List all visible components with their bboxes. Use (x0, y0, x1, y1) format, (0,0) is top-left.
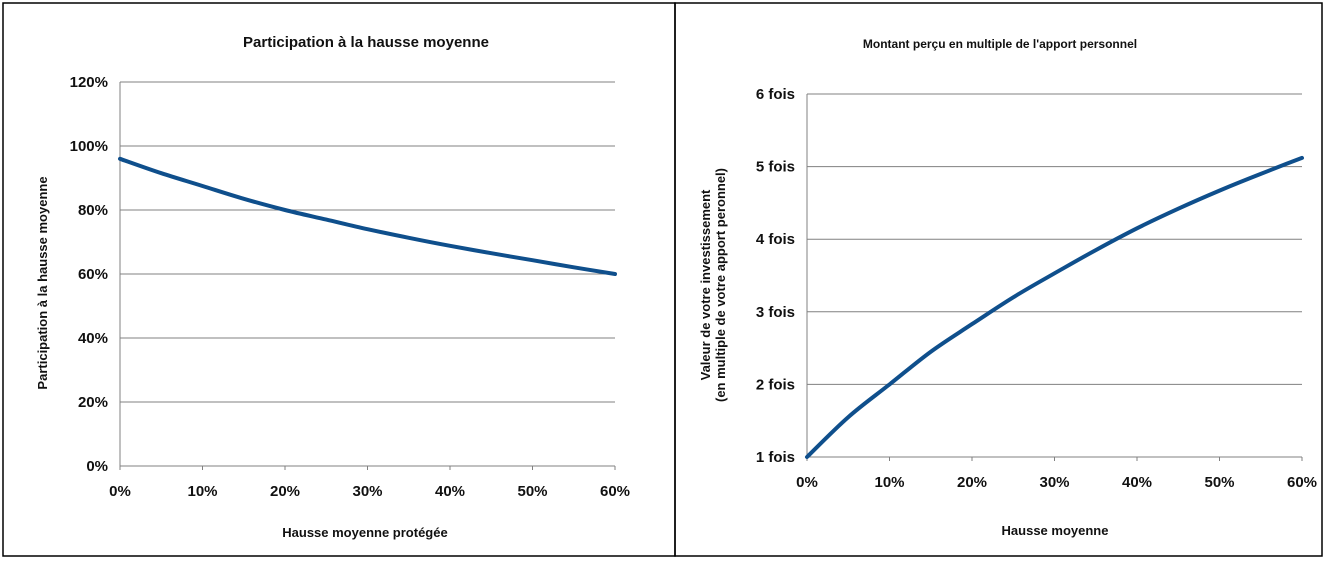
right-x-tick-label: 60% (1287, 474, 1317, 491)
right-y-tick-label: 1 fois (756, 449, 795, 466)
right-y-axis-title: Valeur de votre investissement (en multi… (698, 168, 728, 402)
left-chart-title: Participation à la hausse moyenne (243, 34, 489, 51)
left-x-tick-label: 20% (270, 483, 300, 500)
left-x-tick-label: 50% (517, 483, 547, 500)
right-x-axis-title: Hausse moyenne (1002, 523, 1109, 538)
left-y-tick-label: 60% (78, 266, 108, 283)
left-y-tick-label: 0% (86, 458, 108, 475)
right-chart-title: Montant perçu en multiple de l'apport pe… (863, 37, 1137, 51)
left-y-tick-label: 80% (78, 202, 108, 219)
right-y-axis-title-line1: Valeur de votre investissement (698, 189, 713, 380)
left-x-tick-label: 10% (187, 483, 217, 500)
right-chart-frame (674, 2, 1323, 557)
left-series-line (118, 156, 617, 276)
left-x-tick-label: 30% (352, 483, 382, 500)
right-y-tick-label: 5 fois (756, 159, 795, 176)
left-y-tick-label: 40% (78, 330, 108, 347)
left-y-tick-label: 20% (78, 394, 108, 411)
right-y-tick-label: 6 fois (756, 86, 795, 103)
right-y-axis-title-line2: (en multiple de votre apport peronnel) (713, 168, 728, 402)
right-x-tick-label: 20% (957, 474, 987, 491)
right-x-tick-label: 50% (1204, 474, 1234, 491)
right-x-tick-label: 30% (1039, 474, 1069, 491)
right-series-line (805, 155, 1304, 459)
right-y-tick-label: 2 fois (756, 376, 795, 393)
left-y-tick-label: 120% (70, 74, 108, 91)
right-x-tick-label: 10% (874, 474, 904, 491)
left-y-tick-label: 100% (70, 138, 108, 155)
left-x-tick-label: 60% (600, 483, 630, 500)
right-x-tick-label: 0% (796, 474, 818, 491)
left-x-tick-label: 40% (435, 483, 465, 500)
right-x-tick-label: 40% (1122, 474, 1152, 491)
left-chart: Participation à la hausse moyenne 0% 20% 4… (2, 2, 676, 557)
left-x-axis-title: Hausse moyenne protégée (282, 525, 447, 540)
left-y-axis-title: Participation à la hausse moyenne (35, 176, 50, 389)
left-x-tick-label: 0% (109, 483, 131, 500)
right-y-tick-label: 4 fois (756, 231, 795, 248)
right-chart: Montant perçu en multiple de l'apport pe… (674, 2, 1323, 557)
right-y-tick-label: 3 fois (756, 304, 795, 321)
